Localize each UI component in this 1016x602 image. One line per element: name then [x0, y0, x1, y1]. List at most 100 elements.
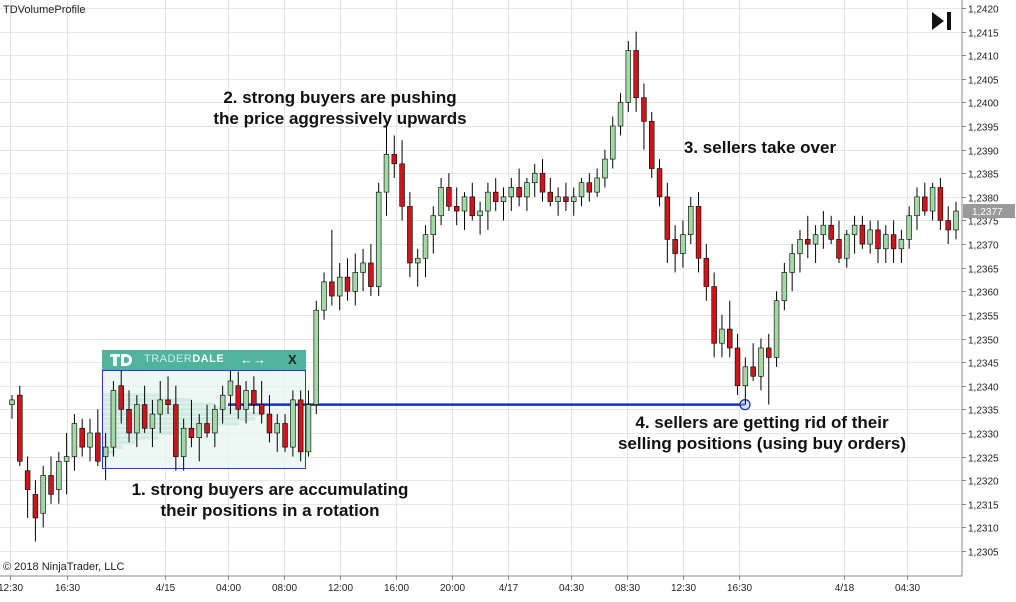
candle-up [812, 234, 819, 245]
candle-down [266, 413, 273, 434]
x-tick-label: 08:30 [615, 583, 640, 594]
candle-down [48, 475, 54, 495]
y-tick-label: 1,2350 [968, 336, 999, 347]
candle-down [141, 404, 148, 429]
candle-down [703, 257, 710, 287]
candle-down [649, 121, 655, 169]
y-tick-label: 1,2380 [968, 194, 999, 205]
y-tick-label: 1,2340 [968, 383, 999, 394]
candle-up [914, 196, 920, 217]
y-tick-label: 1,2415 [968, 29, 999, 40]
candle-down [586, 182, 593, 193]
candle-up [56, 460, 62, 490]
candle-up [461, 196, 468, 212]
candle-down [492, 191, 499, 202]
candle-down [17, 394, 23, 462]
price-axis: 1,2305 1,2310 1,2315 1,2320 1,2325 1,2330 1,23… [961, 0, 1015, 576]
candle-down [399, 163, 405, 207]
play-next-icon[interactable] [930, 10, 954, 32]
annotation-1: 1. strong buyers are accumulating their … [131, 480, 409, 520]
current-price-label: 1,2377 [972, 207, 1003, 218]
candle-down [282, 423, 288, 448]
candle-down [539, 172, 546, 193]
y-tick-label: 1,2400 [968, 99, 999, 110]
candle-down [368, 262, 374, 287]
annotation-3: 3. sellers take over [683, 138, 837, 157]
current-price-marker [963, 204, 1015, 219]
candle-up [63, 456, 70, 462]
annotation-4: 4. sellers are getting rid of their sell… [617, 413, 907, 453]
x-tick-label: 4/15 [156, 583, 176, 594]
candle-down [836, 239, 842, 259]
candle-up [336, 276, 343, 297]
candle-up [789, 253, 795, 273]
move-arrows-icon[interactable]: ←→ [240, 352, 266, 367]
candle-down [890, 234, 897, 250]
y-tick-label: 1,2335 [968, 406, 999, 417]
y-tick-label: 1,2325 [968, 454, 999, 465]
candle-down [633, 50, 639, 99]
candle-down [734, 347, 741, 387]
y-tick-label: 1,2305 [968, 548, 999, 559]
candle-down [859, 224, 866, 245]
candle-up [274, 423, 280, 434]
candle-down [95, 432, 101, 462]
close-button[interactable]: X [288, 352, 297, 367]
candle-up [321, 281, 327, 311]
candle-down [391, 154, 397, 165]
x-tick-label: 12:30 [0, 583, 23, 594]
candle-down [32, 494, 39, 519]
traderdale-brand: TRADERDALE [144, 353, 225, 365]
candle-down [547, 191, 554, 202]
candle-up [953, 210, 959, 231]
candle-up [781, 272, 788, 302]
candle-down [695, 206, 702, 259]
candle-up [40, 475, 46, 514]
candle-up [929, 187, 936, 212]
candle-up [851, 224, 858, 235]
candle-down [24, 470, 31, 490]
candle-up [531, 172, 538, 184]
candle-down [235, 385, 241, 410]
candle-up [422, 234, 429, 259]
candle-down [563, 196, 569, 202]
candle-up [290, 399, 296, 448]
candle-up [797, 239, 803, 254]
candle-up [617, 102, 624, 127]
candle-down [727, 328, 733, 349]
candle-up [844, 234, 850, 259]
candle-down [766, 347, 772, 358]
candle-up [867, 229, 873, 245]
candle-down [188, 427, 195, 438]
candle-up [227, 380, 234, 396]
traderdale-widget-header[interactable]: TRADERDALE ←→ X [102, 350, 306, 370]
candle-up [610, 125, 616, 160]
candle-up [149, 413, 156, 429]
volume-profile-box[interactable] [102, 370, 306, 469]
candle-up [212, 409, 218, 434]
indicator-name: TDVolumeProfile [3, 4, 86, 16]
candle-up [578, 182, 585, 198]
y-tick-label: 1,2355 [968, 312, 999, 323]
candle-up [602, 158, 608, 179]
candle-up [524, 182, 530, 198]
candle-up [571, 196, 577, 202]
candle-down [945, 220, 951, 231]
annotation-2: 2. strong buyers are pushing the price a… [213, 88, 467, 128]
x-tick-label: 20:00 [440, 583, 465, 594]
y-tick-label: 1,2395 [968, 123, 999, 134]
candle-up [360, 262, 366, 273]
time-axis: 12:30 16:30 4/15 04:00 08:00 12:00 16:00 20:00 4… [0, 575, 962, 594]
y-tick-label: 1,2405 [968, 76, 999, 87]
y-tick-label: 1,2375 [968, 217, 999, 228]
candle-down [118, 385, 124, 410]
candle-up [883, 234, 889, 250]
candle-up [500, 196, 507, 202]
candle-down [656, 168, 663, 198]
x-tick-label: 04:00 [216, 583, 241, 594]
candle-down [516, 187, 522, 198]
candle-up [898, 239, 905, 250]
candle-up [180, 427, 187, 457]
y-tick-label: 1,2345 [968, 359, 999, 370]
